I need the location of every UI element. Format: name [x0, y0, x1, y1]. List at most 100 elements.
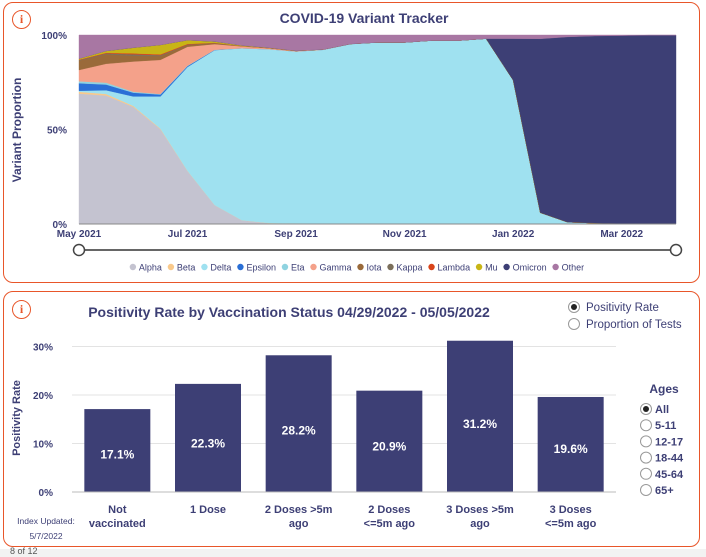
legend-marker-alpha — [129, 263, 137, 271]
legend-label-eta: Eta — [291, 263, 305, 273]
y-ticks: 0% 50% 100% — [41, 31, 67, 231]
x-category-label: 1 Dose — [190, 504, 226, 516]
x-ticks: Not vaccinated 1 Dose 2 Doses >5m ago 2 Doses… — [89, 504, 597, 530]
bar[interactable] — [447, 340, 513, 492]
legend-marker-iota — [357, 263, 364, 271]
bar[interactable] — [356, 390, 423, 492]
legend-marker-kappa — [387, 263, 394, 271]
x-tick-label: Sep 2021 — [274, 229, 318, 240]
age-option-label[interactable]: All — [655, 404, 669, 416]
x-category-label: ago — [470, 518, 490, 530]
y-ticks: 0% 10% 20% 30% — [33, 343, 616, 499]
x-category-label: 3 Doses — [550, 504, 592, 516]
x-category-label: 2 Doses — [368, 504, 410, 516]
y-tick-label: 10% — [33, 440, 53, 451]
legend-marker-other — [552, 263, 559, 271]
chart-title: COVID-19 Variant Tracker — [280, 10, 449, 26]
y-tick-label: 50% — [47, 126, 67, 137]
age-option-label[interactable]: 5-11 — [655, 420, 676, 432]
x-category-label: <=5m ago — [364, 518, 416, 530]
age-radio[interactable] — [640, 484, 652, 496]
x-category-label: Not — [108, 504, 127, 516]
bar-value-label: 31.2% — [463, 417, 497, 431]
y-tick-label: 30% — [33, 343, 53, 354]
bar[interactable] — [175, 383, 241, 492]
bar-value-label: 17.1% — [100, 448, 134, 462]
age-option-label[interactable]: 12-17 — [655, 436, 683, 448]
range-slider[interactable] — [72, 243, 683, 257]
chart-title: Positivity Rate by Vaccination Status 04… — [88, 304, 490, 320]
bar-value-label: 20.9% — [372, 439, 406, 453]
metric-option-label[interactable]: Proportion of Tests — [586, 319, 682, 331]
bars: 17.1% 22.3% 28.2% 20.9% 31.2% 19.6% — [72, 340, 616, 493]
ages-title: Ages — [649, 382, 679, 396]
slider-handle-start[interactable] — [72, 243, 86, 257]
y-tick-label: 0% — [39, 488, 54, 499]
x-tick-label: Jan 2022 — [492, 229, 535, 240]
y-axis-label: Variant Proportion — [10, 78, 24, 183]
x-category-label: 2 Doses >5m — [265, 504, 333, 516]
page-footer: 8 of 12 — [0, 546, 706, 557]
legend-label-iota: Iota — [367, 263, 382, 273]
legend-label-omicron: Omicron — [513, 263, 547, 273]
metric-option-label[interactable]: Positivity Rate — [586, 302, 659, 314]
metric-radio[interactable] — [568, 318, 580, 330]
variant-tracker-chart: COVID-19 Variant Tracker Variant Proport… — [10, 10, 683, 273]
legend-label-other: Other — [562, 263, 585, 273]
legend: Alpha Beta Delta Epsilon Eta Gamma Iota Kappa La… — [129, 263, 585, 273]
bar-value-label: 19.6% — [554, 442, 588, 456]
legend-label-alpha: Alpha — [139, 263, 162, 273]
age-option-label[interactable]: 18-44 — [655, 453, 684, 465]
age-radio[interactable] — [640, 467, 652, 480]
y-axis-label: Positivity Rate — [11, 380, 23, 456]
age-radio-dot — [643, 406, 649, 412]
positivity-panel: i Positivity Rate by Vaccination Status … — [3, 291, 700, 547]
info-icon[interactable]: i — [12, 300, 31, 319]
legend-marker-mu — [475, 263, 483, 271]
index-updated-label: Index Updated: — [17, 516, 75, 526]
slider-handle-end[interactable] — [669, 243, 683, 257]
info-icon[interactable]: i — [12, 10, 31, 29]
legend-label-lambda: Lambda — [438, 263, 471, 273]
metric-radio-group: Positivity Rate Proportion of Tests — [568, 301, 682, 331]
legend-label-gamma: Gamma — [319, 263, 351, 273]
legend-label-delta: Delta — [210, 263, 231, 273]
legend-marker-delta — [201, 263, 208, 271]
metric-radio-dot — [571, 304, 577, 310]
age-radio[interactable] — [640, 451, 652, 464]
page-indicator: 8 of 12 — [10, 546, 38, 556]
bar-value-label: 22.3% — [191, 436, 225, 450]
age-option-label[interactable]: 65+ — [655, 485, 674, 497]
x-tick-label: Jul 2021 — [168, 229, 208, 240]
positivity-chart: Positivity Rate by Vaccination Status 04… — [11, 301, 684, 541]
ages-radio-group: Ages All 5-11 12-17 18-44 45-64 65+ — [640, 382, 684, 497]
y-tick-label: 100% — [41, 31, 67, 42]
x-tick-label: Nov 2021 — [383, 229, 427, 240]
x-tick-label: May 2021 — [57, 229, 102, 240]
legend-marker-eta — [281, 263, 289, 271]
bar[interactable] — [265, 355, 332, 492]
legend-label-epsilon: Epsilon — [246, 263, 276, 273]
y-tick-label: 0% — [53, 220, 68, 231]
legend-label-beta: Beta — [177, 263, 196, 273]
x-category-label: vaccinated — [89, 518, 146, 530]
x-category-label: <=5m ago — [545, 518, 597, 530]
x-tick-label: Mar 2022 — [600, 229, 643, 240]
bar[interactable] — [84, 409, 151, 492]
plot-area — [78, 34, 677, 225]
legend-label-mu: Mu — [485, 263, 498, 273]
age-radio[interactable] — [640, 435, 652, 448]
legend-marker-lambda — [428, 263, 435, 271]
age-radio[interactable] — [640, 419, 652, 432]
legend-marker-epsilon — [237, 263, 244, 271]
x-category-label: ago — [289, 518, 309, 530]
y-tick-label: 20% — [33, 391, 53, 402]
legend-marker-beta — [167, 263, 175, 271]
bar[interactable] — [537, 396, 604, 492]
bar-value-label: 28.2% — [282, 423, 316, 437]
variant-tracker-panel: i COVID-19 Variant Tracker Variant Propo… — [3, 2, 700, 283]
legend-marker-gamma — [310, 263, 317, 271]
legend-label-kappa: Kappa — [397, 263, 423, 273]
x-ticks: May 2021 Jul 2021 Sep 2021 Nov 2021 Jan 2022… — [57, 229, 644, 240]
age-option-label[interactable]: 45-64 — [655, 469, 684, 481]
